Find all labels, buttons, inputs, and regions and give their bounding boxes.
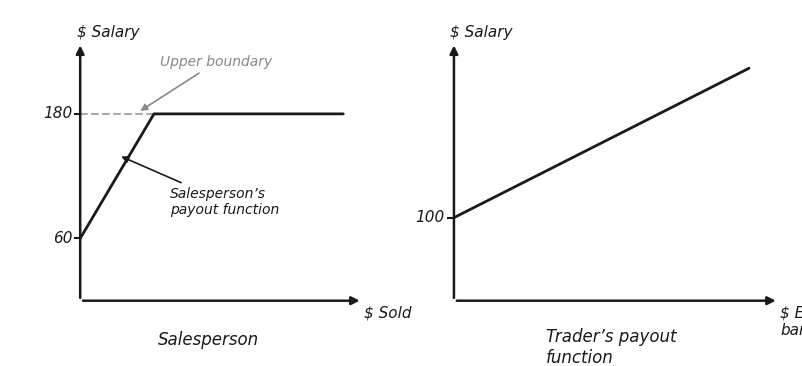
Text: $ Salary: $ Salary (77, 25, 140, 40)
Text: $ Sold: $ Sold (364, 305, 411, 320)
Text: Upper boundary: Upper boundary (142, 55, 273, 110)
Text: Salesperson: Salesperson (158, 331, 259, 349)
Text: $ Salary: $ Salary (450, 25, 512, 40)
Text: 60: 60 (53, 231, 72, 246)
Text: 180: 180 (43, 107, 72, 122)
Text: 100: 100 (415, 210, 444, 225)
Text: Salesperson’s
payout function: Salesperson’s payout function (123, 157, 279, 217)
Text: $ Earned for
bank: $ Earned for bank (780, 305, 802, 337)
Text: Trader’s payout
function: Trader’s payout function (546, 328, 677, 366)
